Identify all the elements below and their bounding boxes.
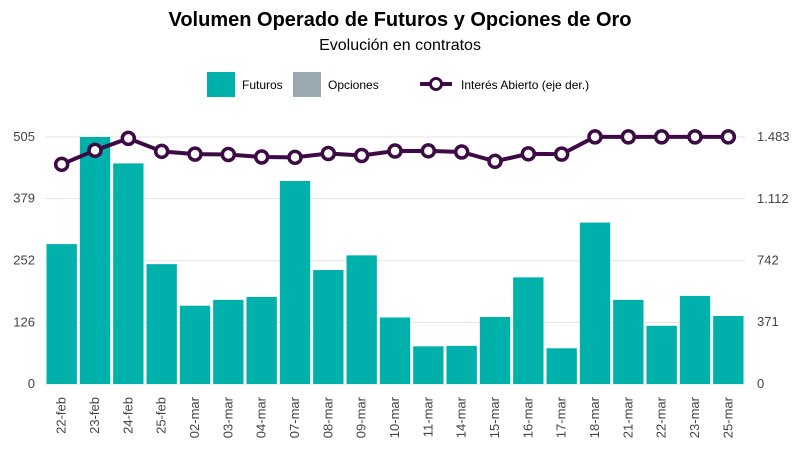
point-interes [487,153,503,170]
x-tick-label: 17-mar [554,396,569,438]
bar-futuros [713,316,744,384]
x-tick-label: 07-mar [287,396,302,438]
point-interes [653,129,670,145]
y-axis-right: 0 371 742 1.112 1.483 [757,129,790,391]
bar-futuros [579,222,611,384]
bar-futuros [346,255,377,384]
x-tick-label: 24-feb [120,397,135,434]
y-axis-left: 0 126 252 379 505 [13,129,35,391]
point-interes [420,143,437,159]
y-right-tick-label: 1.112 [757,191,789,206]
y-left-tick-label: 0 [28,376,35,391]
legend-marker-interes [429,77,443,91]
y-right-tick-label: 742 [757,252,779,267]
y-left-tick-label: 505 [13,129,35,144]
bar-futuros [146,264,177,384]
bar-futuros [113,163,144,384]
point-interes [520,146,537,162]
chart-subtitle: Evolución en contratos [319,37,481,54]
x-tick-label: 09-mar [354,396,369,438]
x-tick-label: 16-mar [520,396,535,438]
point-interes [387,143,403,159]
point-interes [287,149,303,166]
bar-futuros [679,295,711,384]
y-left-tick-label: 379 [13,191,35,206]
point-interes [453,144,470,160]
point-interes [53,156,70,173]
point-interes [87,142,103,159]
point-interes [320,145,337,162]
bar-futuros [513,277,544,384]
bars-futuros [46,137,744,384]
x-tick-label: 08-mar [320,396,335,438]
bar-futuros [213,299,244,384]
legend-label-futuros: Futuros [242,78,283,92]
chart-title: Volumen Operado de Futuros y Opciones de… [168,9,631,31]
bar-futuros [246,296,277,384]
legend-swatch-opciones [293,72,321,97]
x-tick-label: 23-feb [87,397,102,434]
bar-futuros [313,270,344,384]
point-interes [587,129,603,145]
x-tick-label: 25-feb [154,397,169,434]
bar-futuros [179,305,211,384]
point-interes [353,147,370,164]
y-left-tick-label: 252 [13,253,35,268]
bar-futuros [613,299,644,384]
x-tick-label: 10-mar [387,396,402,438]
legend-label-opciones: Opciones [328,78,379,92]
x-tick-label: 18-mar [587,396,602,438]
bar-futuros [646,325,677,384]
x-axis: 22-feb 23-feb 24-feb 25-feb 02-mar 03-mar 04-m… [54,396,736,438]
point-interes [220,146,237,163]
x-tick-label: 04-mar [254,396,269,438]
bar-futuros [279,181,311,384]
x-tick-label: 22-mar [654,396,669,438]
x-tick-label: 02-mar [187,396,202,438]
y-right-tick-label: 0 [757,376,764,391]
point-interes [553,146,570,162]
bar-futuros [79,137,111,384]
x-tick-label: 11-mar [420,396,435,437]
x-tick-label: 14-mar [454,396,469,438]
legend-label-interes: Interés Abierto (eje der.) [461,78,589,92]
x-tick-label: 23-mar [687,396,702,438]
bar-futuros [413,346,444,384]
y-left-tick-label: 126 [13,314,35,329]
point-interes [720,129,737,145]
bar-futuros [479,316,511,384]
bar-futuros [546,348,577,384]
y-right-tick-label: 1.483 [757,129,790,144]
bar-futuros [379,317,411,384]
point-interes [187,146,203,162]
line-interes-abierto [53,129,737,173]
point-interes [120,130,137,147]
legend-swatch-futuros [207,72,235,97]
point-interes [620,129,637,145]
x-tick-label: 21-mar [620,396,635,438]
bar-futuros [446,345,477,384]
point-interes [687,129,703,145]
x-tick-label: 22-feb [54,397,69,434]
x-tick-label: 25-mar [720,396,735,438]
y-right-tick-label: 371 [757,314,779,329]
x-tick-label: 15-mar [487,396,502,438]
x-tick-label: 03-mar [220,396,235,438]
bar-futuros [46,244,77,384]
point-interes [253,149,270,165]
point-interes [153,143,170,160]
legend: Futuros Opciones Interés Abierto (eje de… [207,72,589,97]
